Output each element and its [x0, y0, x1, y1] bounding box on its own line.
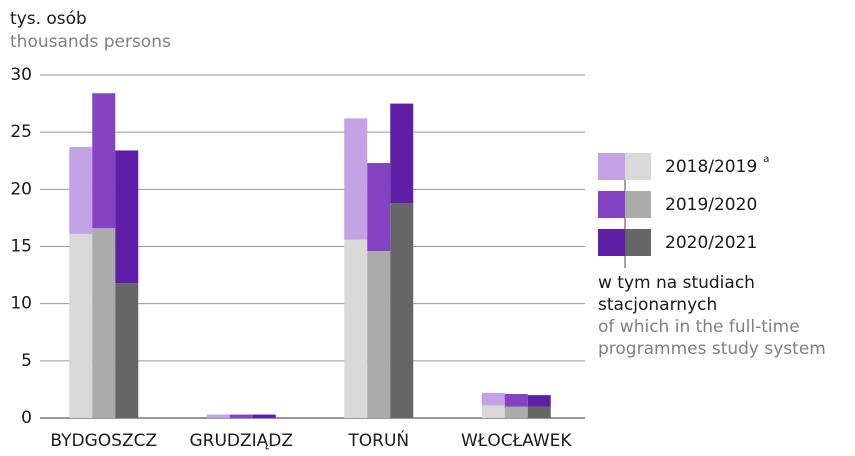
y-tick-label: 10 [10, 294, 32, 314]
y-tick-label: 5 [21, 351, 32, 371]
x-tick-label: TORUŃ [347, 429, 409, 451]
bar-other [390, 103, 414, 204]
legend-swatch-full-time [625, 153, 651, 180]
full-time-legend: w tym na studiach [598, 273, 755, 293]
bar-full-time [390, 203, 414, 418]
unit-label: tys. osób [10, 9, 87, 29]
bar-other [252, 414, 276, 418]
unit-label-en: thousands persons [10, 32, 171, 52]
legend-swatch [598, 191, 625, 218]
bar-other [69, 147, 93, 234]
bar-other [92, 93, 116, 229]
bar-other [504, 393, 528, 407]
bar-other [481, 392, 505, 406]
bar-full-time [481, 405, 505, 418]
bar-other [367, 163, 391, 252]
x-tick-label: GRUDZIĄDZ [189, 431, 293, 451]
bar-other [206, 414, 230, 418]
bar-full-time [344, 239, 368, 418]
legend-swatch [598, 153, 625, 180]
y-tick-label: 15 [10, 237, 32, 257]
y-tick-label: 0 [21, 408, 32, 428]
bar-other [115, 150, 139, 284]
bar-full-time [92, 228, 116, 418]
bar-other [527, 395, 551, 407]
legend-label: 2018/2019 [665, 157, 757, 177]
bar-other [229, 414, 253, 418]
legend-label: 2020/2021 [665, 233, 757, 253]
legend-note: a [763, 154, 769, 165]
bar-full-time [367, 251, 391, 418]
legend-swatch-full-time [625, 229, 651, 256]
bar-full-time [69, 233, 93, 418]
full-time-legend-en: of which in the full-time [598, 317, 800, 337]
legend-swatch-full-time [625, 191, 651, 218]
bar-full-time [504, 406, 528, 418]
bar-full-time [115, 283, 139, 418]
y-tick-label: 30 [10, 65, 32, 85]
y-tick-label: 25 [10, 122, 32, 142]
y-tick-label: 20 [10, 179, 32, 199]
legend-swatch [598, 229, 625, 256]
bar-other [344, 118, 368, 240]
full-time-legend: stacjonarnych [598, 295, 717, 315]
x-tick-label: WŁOCŁAWEK [461, 431, 572, 451]
legend-label: 2019/2020 [665, 195, 757, 215]
full-time-legend-en: programmes study system [598, 339, 826, 359]
bar-full-time [527, 406, 551, 418]
x-tick-label: BYDGOSZCZ [50, 431, 157, 451]
